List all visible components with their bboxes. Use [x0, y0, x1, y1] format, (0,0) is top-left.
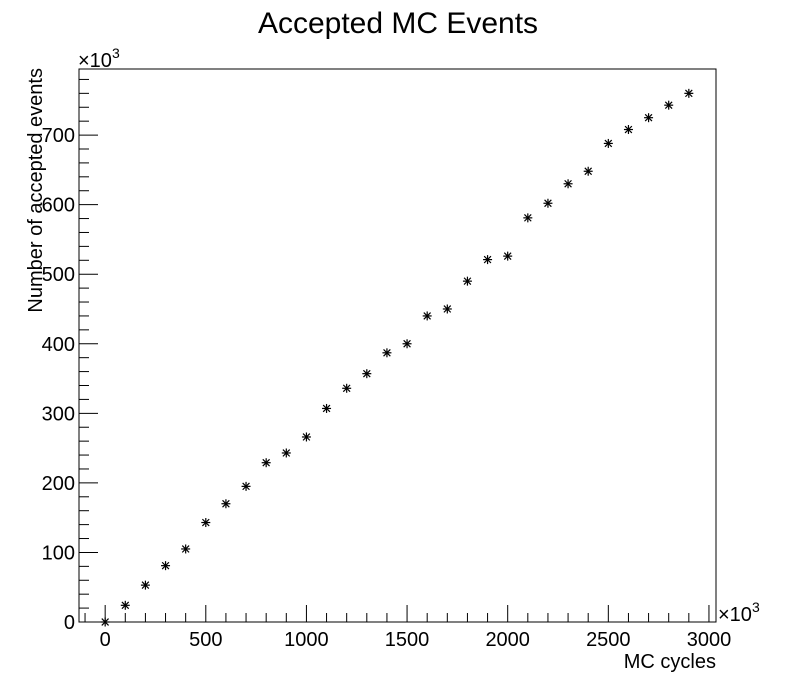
data-point: [603, 138, 613, 148]
y-tick-label: 300: [42, 403, 75, 425]
y-tick-label: 600: [42, 195, 75, 217]
x-tick-label: 500: [189, 629, 222, 651]
data-point: [241, 481, 251, 491]
data-point: [623, 125, 633, 135]
y-axis: 0 100 200 300 400 500 600 700: [42, 78, 98, 634]
data-point: [120, 600, 130, 610]
data-point: [644, 113, 654, 123]
y-multiplier-base: ×10: [78, 50, 112, 72]
data-point: [181, 544, 191, 554]
data-point: [201, 518, 211, 528]
data-point: [322, 403, 332, 413]
data-point: [281, 448, 291, 458]
data-point: [684, 88, 694, 98]
x-tick-label: 1500: [385, 629, 430, 651]
x-tick-label: 2000: [485, 629, 530, 651]
data-point: [543, 198, 553, 208]
y-tick-label: 400: [42, 334, 75, 356]
y-multiplier-label: ×103: [78, 45, 120, 72]
data-point: [583, 166, 593, 176]
x-multiplier-label: ×103: [718, 599, 760, 626]
y-tick-label: 200: [42, 473, 75, 495]
x-tick-label: 0: [100, 629, 111, 651]
data-point: [422, 311, 432, 321]
data-point: [362, 369, 372, 379]
y-tick-label: 700: [42, 125, 75, 147]
y-tick-label: 100: [42, 542, 75, 564]
data-point: [402, 339, 412, 349]
data-point: [100, 617, 110, 627]
y-tick-label: 0: [64, 612, 75, 634]
data-points: [100, 88, 694, 627]
x-tick-label: 1000: [284, 629, 329, 651]
x-axis: 0 500 1000 1500 2000 2500 3000: [84, 605, 732, 651]
data-point: [483, 255, 493, 265]
data-point: [442, 304, 452, 314]
y-tick-label: 500: [42, 264, 75, 286]
data-point: [523, 213, 533, 223]
x-multiplier-base: ×10: [718, 604, 752, 626]
x-tick-label: 2500: [586, 629, 631, 651]
x-multiplier-exponent: 3: [752, 599, 760, 615]
data-point: [664, 100, 674, 110]
data-point: [301, 432, 311, 442]
data-point: [342, 383, 352, 393]
data-point: [503, 251, 513, 261]
data-point: [382, 348, 392, 358]
data-point: [563, 179, 573, 189]
y-multiplier-exponent: 3: [112, 45, 120, 61]
x-tick-label: 3000: [687, 629, 732, 651]
chart-title: Accepted MC Events: [258, 7, 538, 40]
plot-frame: [78, 68, 717, 623]
x-axis-label: MC cycles: [624, 651, 716, 673]
data-point: [140, 580, 150, 590]
y-axis-label: Number of accepted events: [25, 68, 47, 313]
data-point: [221, 499, 231, 509]
data-point: [161, 561, 171, 571]
data-point: [261, 458, 271, 468]
data-point: [462, 276, 472, 286]
